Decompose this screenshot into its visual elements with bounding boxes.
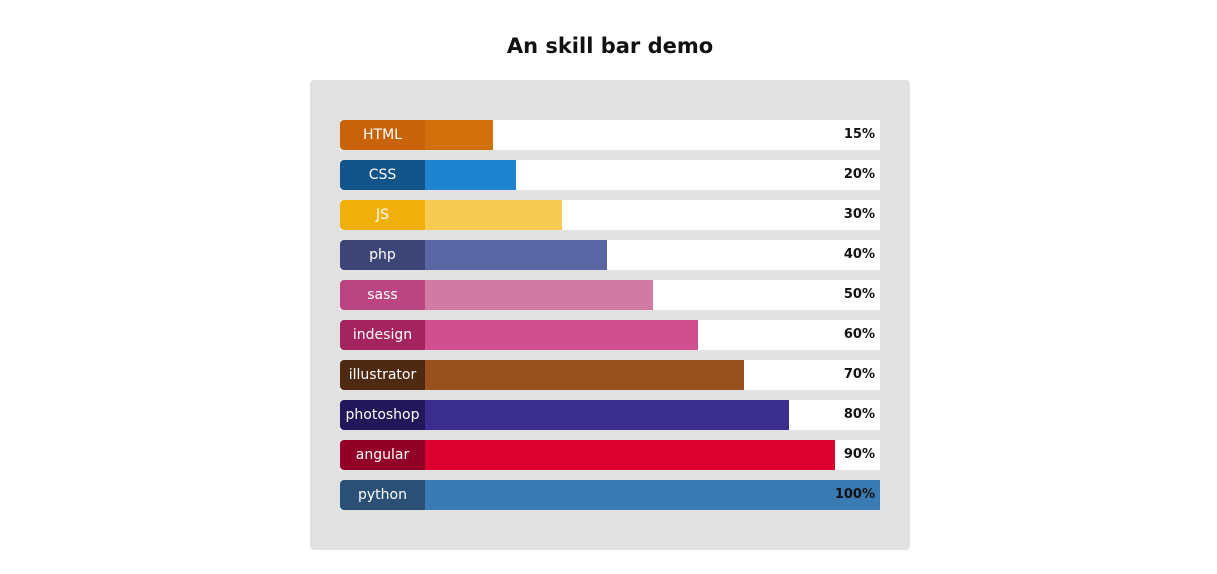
skill-percent-label: 20% <box>843 167 875 182</box>
skill-label: photoshop <box>340 400 425 430</box>
skill-bar-row: python 100% <box>340 480 880 510</box>
skill-bar-fill <box>425 360 744 390</box>
skill-bar-fill <box>425 200 562 230</box>
skill-percent-label: 40% <box>843 247 875 262</box>
skill-bar-track <box>425 320 880 350</box>
skill-bar-row: illustrator 70% <box>340 360 880 390</box>
skill-bar-track <box>425 120 880 150</box>
skill-bar-row: php 40% <box>340 240 880 270</box>
skill-bar-row: photoshop 80% <box>340 400 880 430</box>
skill-percent-label: 50% <box>843 287 875 302</box>
skill-bar-track <box>425 240 880 270</box>
skill-bar-track <box>425 360 880 390</box>
skill-bar-fill <box>425 440 835 470</box>
skill-percent-label: 15% <box>843 127 875 142</box>
skill-label: angular <box>340 440 425 470</box>
skill-bar-track <box>425 280 880 310</box>
skills-panel: HTML 15% CSS 20% JS 30% php 40% sass 50% indesign 6… <box>310 80 910 550</box>
skill-bar-row: HTML 15% <box>340 120 880 150</box>
skill-label: CSS <box>340 160 425 190</box>
skill-percent-label: 30% <box>843 207 875 222</box>
skill-bar-track <box>425 160 880 190</box>
skill-bar-track <box>425 440 880 470</box>
skill-bar-fill <box>425 280 653 310</box>
skill-bar-track <box>425 400 880 430</box>
skill-bar-row: sass 50% <box>340 280 880 310</box>
skill-bar-list: HTML 15% CSS 20% JS 30% php 40% sass 50% indesign 6… <box>340 120 880 520</box>
skill-bar-fill <box>425 400 789 430</box>
skill-bar-row: CSS 20% <box>340 160 880 190</box>
skill-bar-fill <box>425 160 516 190</box>
skill-percent-label: 60% <box>843 327 875 342</box>
skill-label: indesign <box>340 320 425 350</box>
skill-bar-row: angular 90% <box>340 440 880 470</box>
skill-bar-row: indesign 60% <box>340 320 880 350</box>
skill-bar-fill <box>425 320 698 350</box>
skill-label: illustrator <box>340 360 425 390</box>
skill-label: HTML <box>340 120 425 150</box>
skill-bar-fill <box>425 480 880 510</box>
skill-bar-track <box>425 200 880 230</box>
skill-label: JS <box>340 200 425 230</box>
skill-bar-fill <box>425 120 493 150</box>
skill-bar-fill <box>425 240 607 270</box>
skill-bar-row: JS 30% <box>340 200 880 230</box>
skill-percent-label: 80% <box>843 407 875 422</box>
skill-label: php <box>340 240 425 270</box>
skill-percent-label: 90% <box>843 447 875 462</box>
skill-label: sass <box>340 280 425 310</box>
skill-bar-track <box>425 480 880 510</box>
page-title: An skill bar demo <box>506 34 714 58</box>
skill-label: python <box>340 480 425 510</box>
skill-percent-label: 70% <box>843 367 875 382</box>
skill-percent-label: 100% <box>834 487 875 502</box>
